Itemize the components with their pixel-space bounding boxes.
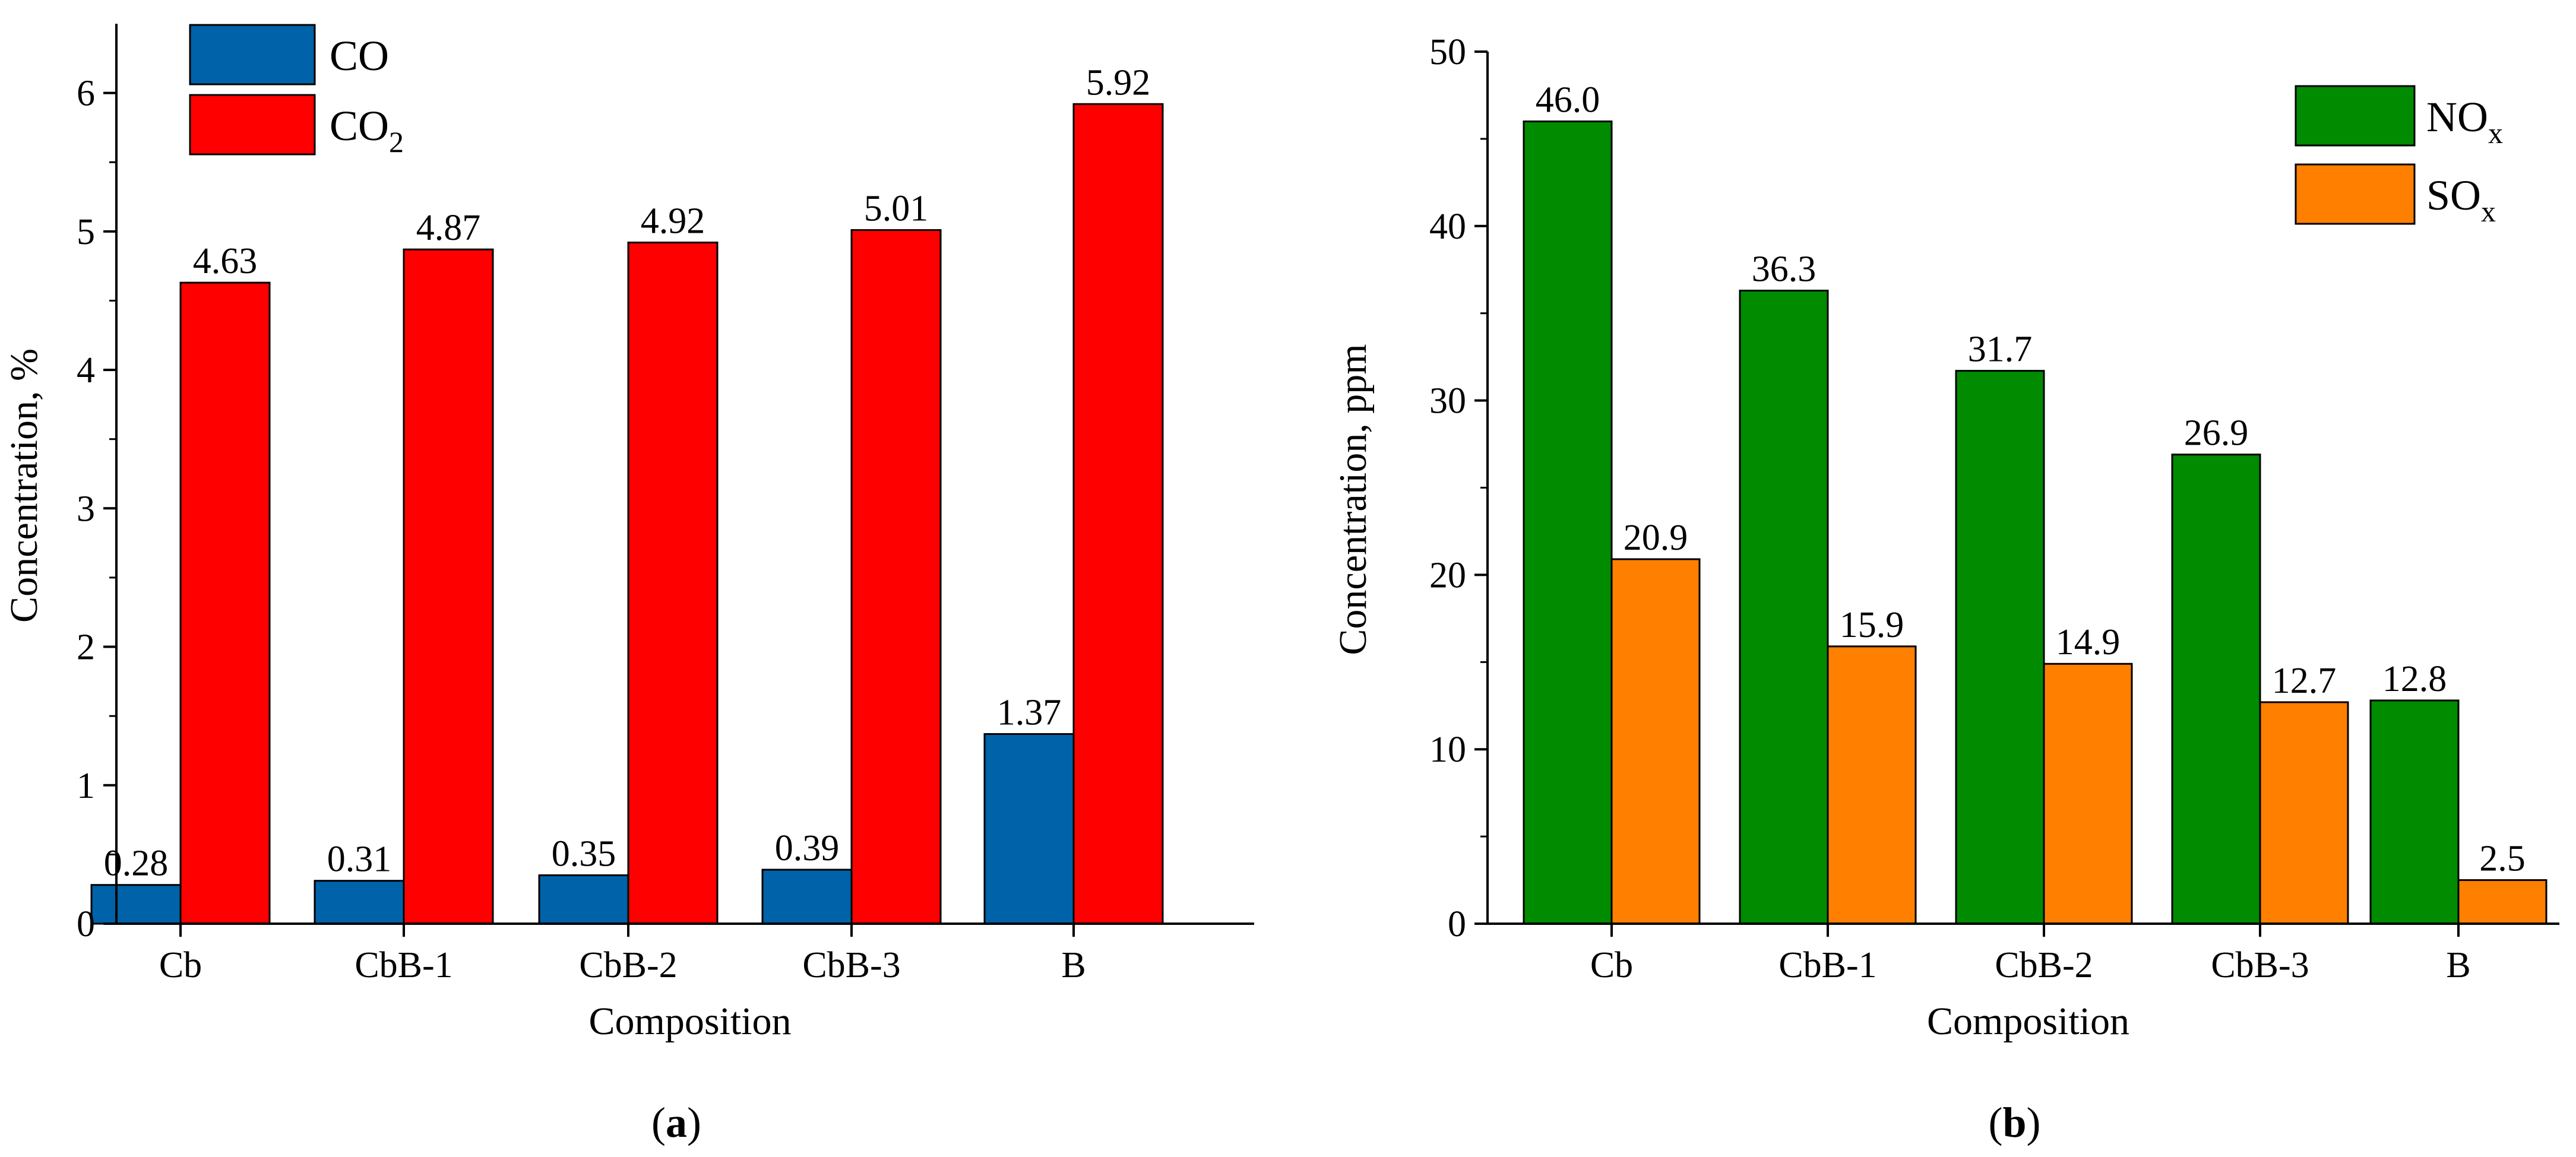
bar-nox-cbb-1 [1739, 290, 1829, 925]
legend-label-main: NO [2426, 93, 2488, 141]
y-tick-label: 4 [77, 350, 95, 391]
chart-b: 46.0 36.3 31.7 26.9 12.8 20.9 15.9 14.9 12.7 2.5 0… [1331, 32, 2559, 1146]
data-label-nox-cbb-1: 36.3 [1752, 249, 1817, 290]
bar-nox-cb [1523, 121, 1613, 925]
caption-letter: b [2002, 1099, 2026, 1146]
caption-close-paren: ) [2027, 1099, 2041, 1146]
bar-co2-cbb-1 [403, 248, 494, 925]
data-label-co2-b: 5.92 [1086, 62, 1151, 103]
bar-co2-cbb-3 [850, 229, 942, 925]
bar-nox-cbb-3 [2171, 454, 2261, 925]
y-tick-label: 40 [1429, 207, 1466, 247]
data-label-co2-cbb-1: 4.87 [416, 208, 481, 248]
bar-co-cbb-2 [538, 874, 629, 925]
x-tick-label-cbb-3: CbB-3 [802, 945, 900, 985]
data-label-sox-cbb-1: 15.9 [1840, 605, 1904, 645]
y-tick-label: 2 [77, 627, 95, 668]
y-axis-title: Concentration, % [2, 348, 46, 623]
bar-sox-cb [1610, 558, 1701, 925]
data-label-co2-cbb-2: 4.92 [641, 201, 705, 242]
caption-open-paren: ( [651, 1099, 666, 1146]
y-tick-label: 3 [77, 489, 95, 529]
data-label-co-cbb-2: 0.35 [552, 833, 616, 874]
legend-label-co: CO [330, 32, 389, 80]
data-label-co-cbb-1: 0.31 [327, 839, 392, 880]
y-tick-label: 10 [1429, 730, 1466, 770]
data-label-nox-cb: 46.0 [1536, 80, 1600, 121]
bar-co-cbb-3 [761, 868, 853, 925]
caption-letter: a [666, 1099, 687, 1146]
y-tick-label: 1 [77, 766, 95, 806]
y-tick-label: 0 [77, 904, 95, 944]
data-label-nox-b: 12.8 [2382, 659, 2447, 699]
legend-label-main: SO [2426, 172, 2481, 219]
legend-label-subscript: x [2481, 195, 2496, 228]
data-label-co2-cbb-3: 5.01 [864, 189, 929, 229]
legend-label-sox: SOx [2426, 172, 2496, 228]
legend-swatch-co2 [189, 94, 316, 156]
x-tick-label-b: B [1061, 945, 1086, 985]
bar-nox-cbb-2 [1955, 370, 2045, 925]
data-label-co-cbb-3: 0.39 [775, 828, 840, 868]
x-tick-label-cb: Cb [1590, 945, 1633, 985]
legend-label-co2: CO2 [330, 102, 404, 159]
bar-sox-b [2457, 879, 2547, 925]
bar-co2-cb [179, 281, 271, 925]
legend-label-main: CO [330, 102, 389, 150]
legend-swatch-nox [2295, 85, 2416, 147]
chart-a: 0.28 0.31 0.35 0.39 1.37 4.63 4.87 4.92 5.01 5.92… [2, 24, 1254, 1146]
y-tick-label: 6 [77, 74, 95, 114]
bar-nox-b [2369, 699, 2460, 925]
bar-co2-cbb-2 [627, 242, 719, 925]
bar-sox-cbb-1 [1827, 645, 1917, 925]
x-tick-label-cbb-3: CbB-3 [2211, 945, 2309, 985]
bar-sox-cbb-3 [2259, 701, 2349, 925]
data-label-nox-cbb-2: 31.7 [1968, 329, 2033, 370]
data-label-nox-cbb-3: 26.9 [2184, 413, 2249, 454]
legend-label-nox: NOx [2426, 93, 2503, 150]
data-label-sox-cb: 20.9 [1624, 518, 1688, 558]
legend-swatch-sox [2295, 163, 2416, 225]
x-tick-label-cbb-1: CbB-1 [1778, 945, 1876, 985]
bar-co-b [983, 733, 1075, 925]
bar-sox-cbb-2 [2043, 662, 2133, 925]
data-label-co-cb: 0.28 [104, 844, 169, 884]
data-label-sox-cbb-3: 12.7 [2272, 661, 2337, 701]
y-tick-label: 50 [1429, 32, 1466, 72]
data-label-sox-b: 2.5 [2479, 839, 2526, 879]
data-label-sox-cbb-2: 14.9 [2056, 622, 2121, 662]
x-tick-label-cbb-2: CbB-2 [579, 945, 677, 985]
y-axis-title: Concentration, ppm [1331, 344, 1375, 655]
x-tick-label-cb: Cb [159, 945, 202, 985]
caption-open-paren: ( [1988, 1099, 2002, 1146]
x-axis-title: Composition [1927, 1000, 2129, 1043]
y-tick-label: 5 [77, 212, 95, 252]
legend-label-subscript: x [2488, 116, 2503, 150]
legend-swatch-co [189, 24, 316, 85]
bar-co2-b [1072, 103, 1164, 925]
x-tick-label-b: B [2446, 945, 2470, 985]
x-tick-label-cbb-2: CbB-2 [1995, 945, 2093, 985]
bar-co-cb [90, 884, 182, 925]
x-tick-label-cbb-1: CbB-1 [355, 945, 452, 985]
panel-caption: (a) [651, 1099, 701, 1146]
bar-co-cbb-1 [314, 880, 405, 925]
panel-caption: (b) [1988, 1099, 2040, 1146]
legend-label-main: CO [330, 32, 389, 80]
legend-label-subscript: 2 [389, 125, 404, 159]
y-tick-label: 20 [1429, 555, 1466, 595]
y-tick-label: 0 [1448, 904, 1466, 944]
x-axis-title: Composition [588, 1000, 791, 1043]
y-tick-label: 30 [1429, 381, 1466, 421]
data-label-co2-cb: 4.63 [193, 241, 258, 281]
data-label-co-b: 1.37 [997, 692, 1062, 733]
caption-close-paren: ) [687, 1099, 701, 1146]
